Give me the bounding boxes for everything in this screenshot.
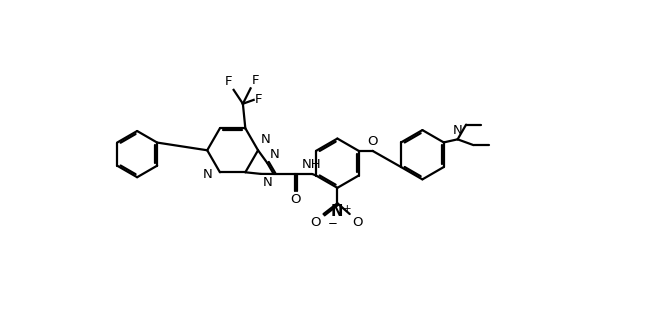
Text: F: F: [251, 74, 259, 87]
Text: N: N: [331, 204, 342, 219]
Text: N: N: [269, 148, 279, 161]
Text: +: +: [342, 204, 351, 214]
Text: N: N: [202, 168, 212, 181]
Text: F: F: [255, 93, 263, 106]
Text: NH: NH: [302, 158, 321, 171]
Text: F: F: [225, 75, 232, 88]
Text: N: N: [261, 133, 270, 146]
Text: N: N: [263, 176, 273, 189]
Text: O: O: [352, 216, 362, 229]
Text: O: O: [311, 216, 321, 229]
Text: O: O: [367, 135, 378, 148]
Text: O: O: [290, 193, 301, 206]
Text: −: −: [328, 217, 338, 230]
Text: N: N: [453, 124, 462, 137]
